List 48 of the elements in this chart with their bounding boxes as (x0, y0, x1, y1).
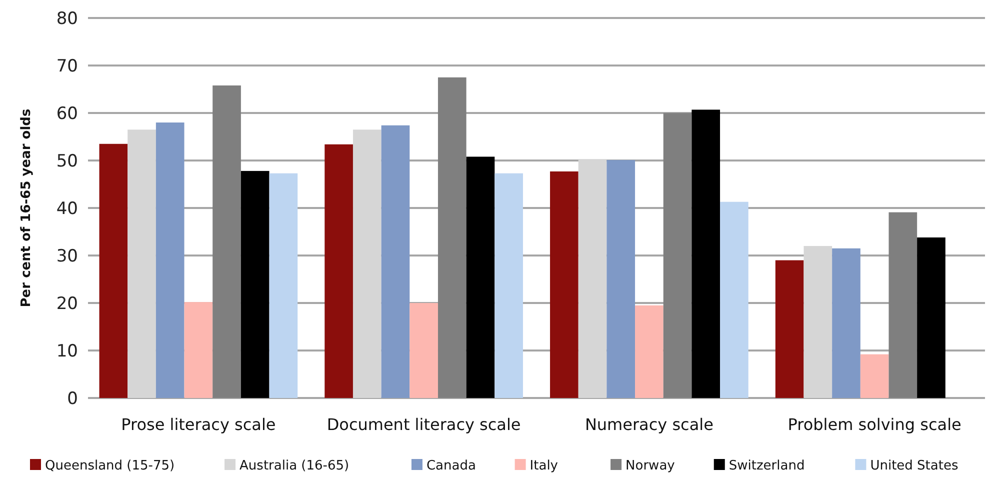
bar (494, 173, 523, 398)
bar (269, 173, 298, 398)
bar (324, 144, 353, 398)
bar (606, 160, 636, 398)
bar (156, 122, 184, 398)
bar (212, 85, 241, 398)
y-tick-label: 30 (56, 246, 78, 266)
bar (692, 110, 720, 398)
bar (466, 156, 495, 398)
bar (888, 212, 918, 398)
bar (635, 305, 664, 398)
bar (381, 125, 410, 398)
bar (720, 202, 748, 398)
bar (804, 246, 832, 398)
legend-label: Australia (16-65) (240, 458, 350, 474)
bar (775, 260, 804, 398)
bar (410, 303, 438, 398)
x-tick-label: Document literacy scale (326, 415, 521, 434)
y-tick-label: 20 (56, 294, 78, 314)
y-tick-label: 10 (56, 341, 78, 362)
y-tick-label: 60 (56, 104, 78, 124)
bar (240, 170, 270, 398)
bar (917, 237, 946, 398)
legend-label: Canada (426, 458, 476, 474)
legend-label: Italy (530, 458, 558, 474)
bar (184, 302, 213, 398)
x-tick-label: Prose literacy scale (121, 415, 276, 434)
bar (352, 130, 382, 398)
y-tick-label: 40 (56, 198, 78, 219)
bar (438, 77, 466, 398)
bar (550, 171, 578, 398)
y-tick-label: 80 (56, 8, 78, 29)
legend-label: Norway (626, 458, 676, 474)
x-tick-label: Numeracy scale (584, 415, 714, 434)
bar (663, 113, 692, 398)
y-tick-label: 0 (67, 388, 78, 409)
legend-label: United States (870, 458, 958, 474)
legend-label: Queensland (15-75) (45, 458, 175, 474)
bar (832, 248, 860, 398)
y-axis-title: Per cent of 16-65 year olds (19, 108, 34, 308)
bar (128, 130, 156, 398)
bar (99, 144, 128, 398)
bar (578, 159, 607, 398)
y-tick-label: 70 (56, 56, 78, 76)
legend-label: Switzerland (728, 458, 805, 474)
x-tick-label: Problem solving scale (788, 415, 962, 434)
bar (860, 354, 889, 398)
y-tick-label: 50 (56, 151, 78, 172)
